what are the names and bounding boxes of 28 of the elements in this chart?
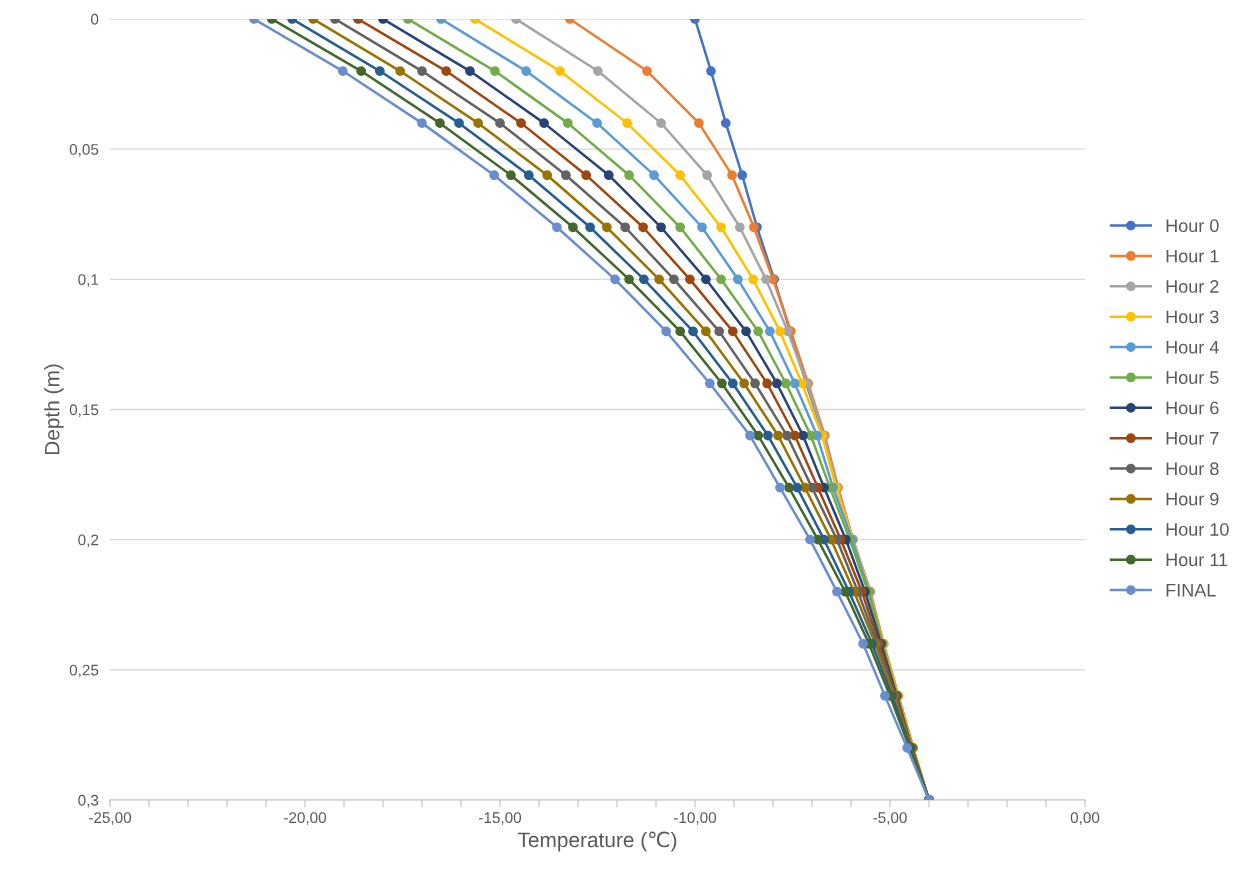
x-tick-label: 0,00 [1070, 812, 1100, 825]
legend-label: Hour 9 [1166, 492, 1219, 506]
legend-label: Hour 4 [1166, 341, 1219, 354]
legend-label: Hour 2 [1166, 280, 1219, 293]
x-tick-label: -25,00 [89, 812, 132, 825]
legend-label: Hour 11 [1166, 553, 1228, 567]
legend-label: Hour 7 [1166, 432, 1219, 445]
legend-label: Hour 8 [1166, 462, 1219, 476]
legend-label: Hour 6 [1166, 401, 1219, 415]
x-tick-label: -15,00 [479, 812, 522, 825]
y-tick-label: 0,15 [69, 404, 99, 417]
y-tick-label: 0 [90, 13, 99, 25]
x-tick-label: -5,00 [873, 812, 907, 825]
y-tick-label: 0,1 [78, 274, 99, 287]
legend-label: Hour 1 [1166, 249, 1219, 263]
y-tick-label: 0,2 [78, 534, 99, 548]
y-tick-label: 0,3 [78, 794, 99, 808]
y-axis-title: Depth (m) [44, 364, 64, 455]
legend-label: Hour 10 [1166, 523, 1229, 536]
x-axis-title: Temperature (℃) [517, 831, 677, 852]
y-tick-label: 0,05 [69, 144, 99, 157]
x-tick-label: -10,00 [674, 812, 717, 825]
legend-label: Hour 5 [1166, 371, 1219, 384]
x-tick-label: -20,00 [284, 812, 327, 825]
legend-label: Hour 0 [1166, 219, 1219, 233]
legend-label: FINAL [1166, 583, 1216, 597]
legend-label: Hour 3 [1166, 310, 1219, 324]
y-tick-label: 0,25 [69, 664, 99, 678]
